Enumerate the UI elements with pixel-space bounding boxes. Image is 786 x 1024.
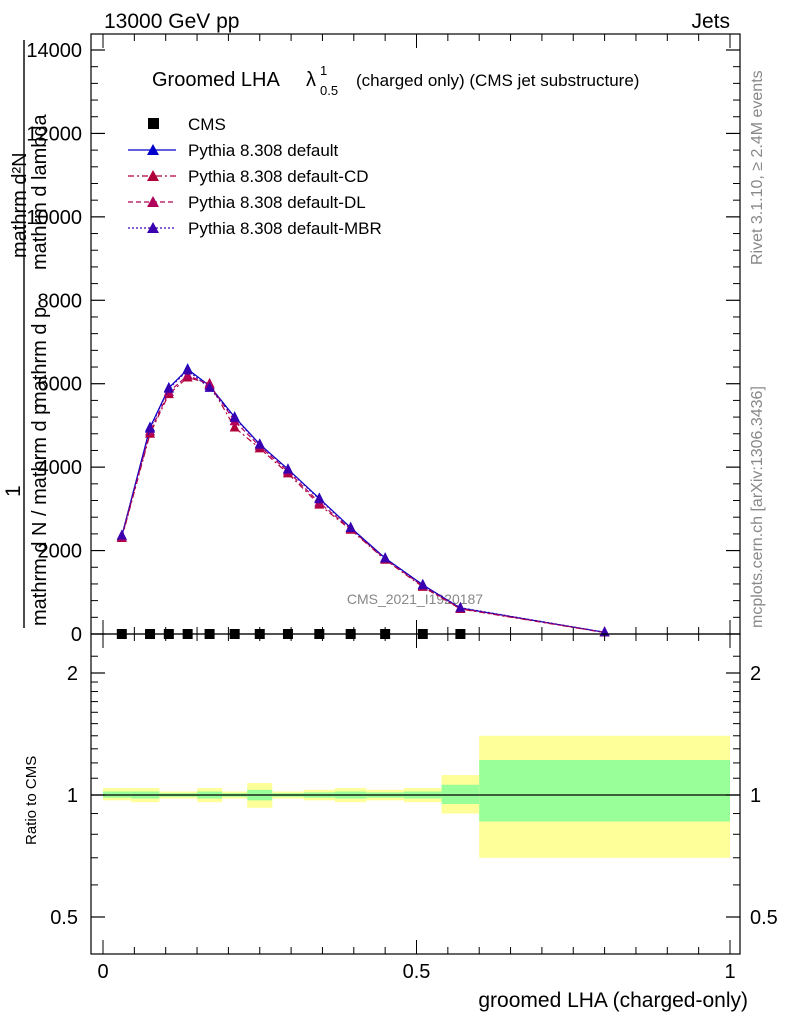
legend-entry: Pythia 8.308 default-MBR	[128, 219, 382, 238]
title-superscript: 1	[320, 63, 327, 78]
ratio-y-tick-label: 1	[67, 785, 78, 807]
side-text-top: Rivet 3.1.10, ≥ 2.4M events	[749, 70, 766, 265]
legend-triangle-marker	[147, 170, 159, 181]
y-label-numerator-line3: mathrm d lambda	[29, 114, 51, 270]
legend-label: Pythia 8.308 default-DL	[188, 193, 366, 212]
series-marker	[182, 364, 193, 375]
y-label-one: 1	[2, 485, 25, 497]
x-tick-label: 0.5	[403, 961, 431, 983]
series-marker	[282, 463, 293, 474]
ratio-y-tick-label-right: 0.5	[750, 907, 778, 929]
legend-square-marker	[148, 118, 159, 129]
legend-entry: Pythia 8.308 default	[128, 141, 339, 160]
y-tick-label: 12000	[26, 123, 82, 145]
y-label-denominator: mathrm d²N	[9, 152, 31, 258]
ratio-y-tick-label: 2	[67, 663, 78, 685]
legend-triangle-marker	[147, 144, 159, 155]
y-tick-label: 0	[71, 624, 82, 646]
series-marker	[204, 381, 215, 392]
watermark: CMS_2021_I1920187	[347, 591, 483, 607]
ratio-y-tick-label-right: 2	[750, 663, 761, 685]
series-line	[121, 369, 605, 633]
ratio-y-tick-label-right: 1	[750, 785, 761, 807]
ratio-bands	[103, 735, 730, 858]
x-tick-label: 0	[97, 961, 108, 983]
y-tick-label: 6000	[38, 374, 83, 396]
ratio-y-tick-label: 0.5	[50, 907, 78, 929]
series-marker	[345, 522, 356, 533]
series-marker	[116, 529, 127, 540]
y-label-numerator-line2: mathrm d p	[29, 307, 51, 408]
series-line	[121, 374, 605, 634]
plot-title: Groomed LHA λ 1 0.5 (charged only) (CMS …	[152, 63, 639, 98]
ratio-band-inner	[479, 760, 730, 822]
title-main: Groomed LHA	[152, 69, 280, 91]
legend-label: Pythia 8.308 default-CD	[188, 167, 369, 186]
series-marker	[182, 369, 193, 380]
legend: CMS Pythia 8.308 default Pythia 8.308 defa…	[128, 115, 382, 238]
series-marker	[254, 438, 265, 449]
y-tick-label: 14000	[26, 40, 82, 62]
legend-entry: Pythia 8.308 default-DL	[128, 193, 366, 212]
ratio-band-inner	[441, 784, 480, 805]
header-right: Jets	[691, 10, 730, 33]
header-left: 13000 GeV pp	[104, 10, 239, 33]
series-marker	[380, 552, 391, 563]
y-tick-label: 8000	[38, 290, 83, 312]
y-tick-label: 10000	[26, 207, 82, 229]
y-axis-label: 1 mathrm d N / mathrm d p mathrm d p mat…	[2, 40, 51, 628]
ratio-y-label: Ratio to CMS	[23, 756, 40, 845]
title-rest: (charged only) (CMS jet substructure)	[356, 71, 639, 90]
series-marker	[417, 579, 428, 590]
title-subscript: 0.5	[320, 83, 338, 98]
y-tick-label: 2000	[38, 541, 83, 563]
legend-label: Pythia 8.308 default-MBR	[188, 219, 382, 238]
ratio-plot-frame	[90, 633, 741, 955]
series-marker	[455, 601, 466, 612]
x-axis-label: groomed LHA (charged-only)	[478, 989, 748, 1012]
legend-label: CMS	[188, 115, 226, 134]
side-text-bottom: mcplots.cern.ch [arXiv:1306.3436]	[749, 386, 766, 628]
series-marker	[145, 422, 156, 433]
series-marker	[163, 382, 174, 393]
y-tick-label: 4000	[38, 457, 83, 479]
series-marker	[229, 411, 240, 422]
legend-triangle-marker	[147, 222, 159, 233]
x-tick-label: 1	[724, 961, 735, 983]
legend-label: Pythia 8.308 default	[188, 141, 339, 160]
series-marker	[229, 421, 240, 432]
series-marker	[314, 493, 325, 504]
legend-entry: CMS	[148, 115, 226, 134]
legend-entry: Pythia 8.308 default-CD	[128, 167, 369, 186]
title-lambda: λ	[306, 69, 316, 91]
y-label-numerator-line1: mathrm d N / mathrm d p	[29, 404, 51, 626]
main-axes: 0 2000 4000 6000 8000 10000 12000 14000	[26, 34, 740, 646]
legend-triangle-marker	[147, 196, 159, 207]
